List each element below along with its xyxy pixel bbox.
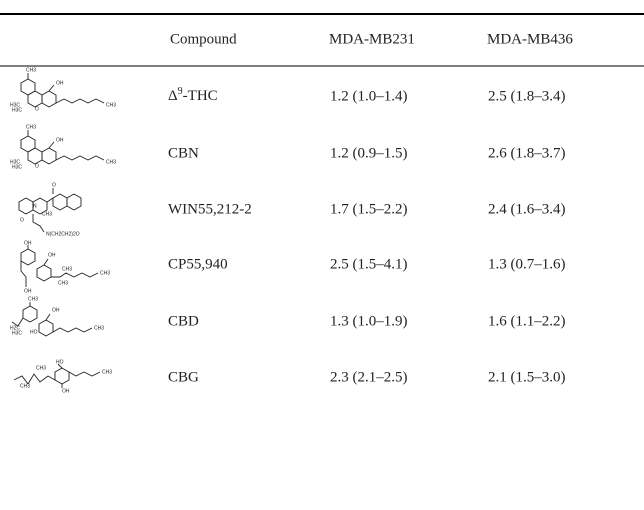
bond [46, 197, 54, 203]
structure: CH3 HO CH3 OH CH3 [13, 359, 112, 394]
ring [18, 197, 34, 215]
structure-label: H2C [10, 325, 20, 331]
structure-label: O [35, 163, 39, 169]
compound-name: CBN [168, 145, 199, 161]
bond [48, 141, 55, 149]
structure-label: OH [52, 307, 60, 313]
structure-label: O [52, 182, 56, 188]
bond [20, 261, 27, 287]
bond [68, 371, 101, 377]
structure-label: N(CH2CH2)2O [46, 231, 80, 237]
structure-label: CH3 [94, 325, 104, 331]
structure-label: OH [24, 240, 32, 246]
compound-part: -THC [183, 88, 218, 104]
ring [54, 367, 70, 385]
value-cell: 1.3 (0.7–1.6) [488, 256, 566, 272]
header-cell: MDA-MB231 [329, 31, 415, 47]
structure-label: H3C [10, 159, 20, 165]
structure-label: O [20, 217, 24, 223]
ring [38, 319, 54, 337]
structure-label: CH3 [62, 266, 72, 272]
ring [27, 147, 43, 165]
bond [57, 363, 63, 369]
value-cell: 1.2 (1.0–1.4) [330, 88, 408, 104]
bond [13, 373, 56, 385]
compound-name: WIN55,212-2 [168, 201, 252, 217]
structure-label: CH3 [26, 124, 36, 130]
value-cell: 2.6 (1.8–3.7) [488, 145, 566, 161]
value-cell: 2.1 (1.5–3.0) [488, 369, 566, 385]
table-row: CH3 HO CH3 OH CH3 CBG 2.3 (2.1–2.5) 2.1 (1.5–3.… [13, 359, 566, 394]
value-cell: 2.4 (1.6–3.4) [488, 201, 566, 217]
structure-label: CH3 [42, 211, 52, 217]
structure: OH OH OH CH3 CH3 CH3 [20, 240, 110, 294]
table-row: OH OH OH CH3 CH3 CH3 CP55,940 2.5 (1.5–4.1) 1.3 … [20, 240, 566, 294]
structure-label: CH3 [102, 369, 112, 375]
ring [41, 90, 57, 108]
structure-label: CH3 [58, 280, 68, 286]
bond [55, 98, 105, 104]
value-cell: 1.3 (1.0–1.9) [330, 313, 408, 329]
value-cell: 1.2 (0.9–1.5) [330, 145, 408, 161]
structure-label: OH [56, 80, 64, 86]
value-cell: 1.6 (1.1–2.2) [488, 313, 566, 329]
structure-label: OH [48, 252, 56, 258]
bond [11, 317, 24, 327]
compound-name: Δ9-THC [168, 86, 218, 104]
structure-label: CH3 [106, 159, 116, 165]
value-cell: 2.5 (1.8–3.4) [488, 88, 566, 104]
structure-label: HO [30, 329, 38, 335]
value-cell: 2.3 (2.1–2.5) [330, 369, 408, 385]
structure-label: H3C [10, 102, 20, 108]
ring [52, 193, 68, 211]
compound-superscript: 9 [178, 86, 183, 97]
structure: O N CH3 O N(CH2CH2)2O [18, 182, 82, 237]
structure-label: OH [24, 288, 32, 294]
ring [22, 305, 38, 323]
structure-label: CH3 [100, 270, 110, 276]
structure-label: N [33, 203, 37, 209]
structure-label: H3C [12, 330, 22, 336]
structure-label: OH [56, 137, 64, 143]
structure-label: CH3 [26, 67, 36, 73]
ring [36, 264, 52, 282]
compound-name: CP55,940 [168, 256, 228, 272]
bond [43, 258, 49, 266]
bond [51, 272, 99, 278]
header-cell: Compound [170, 31, 237, 47]
bond [45, 313, 51, 321]
ring [66, 193, 82, 211]
structure-label: H3C [12, 164, 22, 170]
compound-part: Δ [168, 88, 178, 104]
table-row: O N CH3 O N(CH2CH2)2O WIN55,212-2 1.7 (1.5–2.2… [18, 182, 566, 237]
structure-label: CH3 [36, 365, 46, 371]
ring [27, 90, 43, 108]
structure-label: CH3 [106, 102, 116, 108]
compound-name: CBD [168, 313, 199, 329]
bond [55, 155, 105, 161]
ring [41, 147, 57, 165]
value-cell: 1.7 (1.5–2.2) [330, 201, 408, 217]
structure-label: OH [62, 388, 70, 394]
structure-label: CH3 [20, 383, 30, 389]
compound-name: CBG [168, 369, 199, 385]
bond [32, 214, 45, 233]
structure-label: H3C [12, 107, 22, 113]
value-cell: 2.5 (1.5–4.1) [330, 256, 408, 272]
structure-label: CH3 [28, 296, 38, 302]
bond [52, 327, 93, 333]
structure-label: HO [56, 359, 64, 365]
bond [48, 84, 55, 92]
structure-label: O [35, 106, 39, 112]
ring [20, 248, 36, 266]
header-cell: MDA-MB436 [487, 31, 573, 47]
